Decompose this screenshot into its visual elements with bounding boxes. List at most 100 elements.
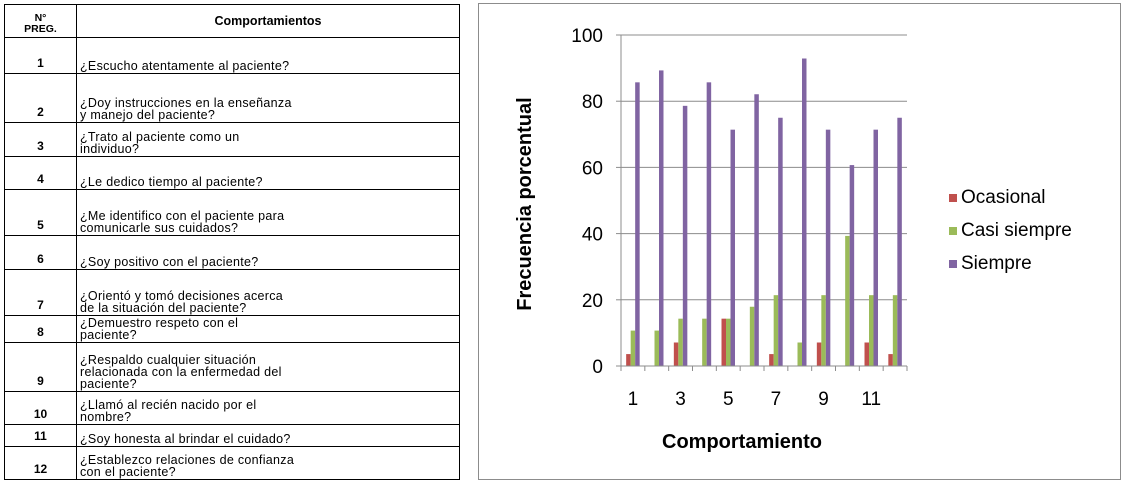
question-number: 6	[4, 235, 77, 270]
question-number: 8	[4, 315, 77, 344]
bar-ocasional	[816, 342, 822, 366]
question-text: ¿Establezco relaciones de confianza con e…	[76, 446, 460, 480]
question-text-line: paciente?	[80, 376, 137, 391]
table-row: 9 ¿Respaldo cualquier situación relacionad…	[4, 342, 460, 392]
question-text-line: ¿Demuestro respeto con el	[80, 316, 239, 331]
bar-siempre	[730, 129, 735, 366]
bar-casi-siempre	[702, 318, 707, 366]
y-tick-label: 100	[571, 26, 603, 47]
y-axis-title: Frecuencia porcentual	[514, 97, 536, 310]
question-text: ¿Soy positivo con el paciente?	[76, 235, 460, 270]
question-text: ¿Me identifico con el paciente para comun…	[76, 189, 460, 237]
bar-siempre	[754, 94, 759, 367]
x-tick-label: 3	[675, 389, 686, 410]
bar-casi-siempre	[797, 342, 802, 366]
question-text: ¿Trato al paciente como un individuo?	[76, 122, 460, 157]
question-text: ¿Doy instrucciones en la enseñanza y mane…	[76, 72, 460, 124]
bar-siempre	[897, 117, 902, 366]
question-text: ¿Le dedico tiempo al paciente?	[76, 155, 460, 191]
table-row: 11 ¿Soy honesta al brindar el cuidado?	[4, 424, 460, 448]
question-text-line: ¿Establezco relaciones de confianza	[80, 453, 295, 467]
bar-siempre	[802, 58, 807, 366]
bar-casi-siempre	[654, 330, 659, 366]
legend-label: Siempre	[961, 253, 1032, 274]
question-text-line: ¿Me identifico con el paciente para	[80, 209, 285, 224]
table-row: 3 ¿Trato al paciente como un individuo?	[4, 122, 460, 157]
question-text-line: y manejo del paciente?	[80, 108, 216, 123]
chart-panel: 0 20 40 60 80 100 1 3 5 7 9 11 Frecuencia porcentua…	[478, 3, 1121, 480]
table-row: 2 ¿Doy instrucciones en la enseñanza y man…	[4, 72, 460, 124]
question-number: 11	[4, 424, 77, 448]
question-number: 1	[4, 37, 77, 74]
bar-ocasional	[721, 318, 726, 366]
question-text-line: ¿Soy honesta al brindar el cuidado?	[80, 432, 291, 447]
question-text: ¿Demuestro respeto con el paciente?	[76, 315, 460, 344]
legend-label: Ocasional	[961, 187, 1046, 208]
y-tick-label: 40	[582, 225, 603, 246]
question-text-line: ¿Respaldo cualquier situación	[80, 352, 257, 367]
question-number: 10	[4, 390, 77, 426]
legend-label: Casi siempre	[961, 220, 1072, 241]
bar-siempre	[825, 129, 831, 366]
question-number: 9	[4, 342, 77, 392]
question-number: 5	[4, 189, 77, 237]
question-number: 7	[4, 268, 77, 317]
bar-casi-siempre	[869, 295, 874, 366]
bar-siempre	[778, 117, 783, 366]
question-text: ¿Respaldo cualquier situación relacionada…	[76, 342, 460, 392]
question-text-line: de la situación del paciente?	[80, 301, 247, 316]
table-row: 4 ¿Le dedico tiempo al paciente?	[4, 155, 460, 191]
bar-casi-siempre	[845, 235, 850, 366]
bar-siempre	[706, 82, 712, 366]
x-axis-title: Comportamiento	[662, 431, 822, 453]
question-number: 2	[4, 72, 77, 124]
bar-casi-siempre	[726, 318, 731, 366]
bar-ocasional	[626, 354, 631, 366]
question-number: 3	[4, 122, 77, 157]
questions-table: N° PREG. Comportamientos 1 ¿Escucho atent…	[4, 4, 460, 480]
question-text-line: ¿Doy instrucciones en la enseñanza	[80, 96, 292, 111]
question-text-line: con el paciente?	[80, 465, 176, 479]
question-text-line: relacionada con la enfermedad del	[80, 364, 282, 379]
legend-swatch	[949, 227, 957, 235]
question-text: ¿Escucho atentamente al paciente?	[76, 37, 460, 74]
table-row: 10 ¿Llamó al recién nacido por el nombre?	[4, 390, 460, 426]
bar-siempre	[635, 82, 640, 366]
bar-ocasional	[769, 354, 774, 366]
bar-ocasional	[673, 342, 679, 366]
question-text-line: ¿Soy positivo con el paciente?	[80, 255, 259, 269]
question-text: ¿Orientó y tomó decisiones acerca de la s…	[76, 268, 460, 317]
question-text-line: nombre?	[80, 410, 132, 425]
legend-swatch	[949, 194, 957, 202]
y-tick-label: 0	[592, 357, 603, 378]
bar-casi-siempre	[773, 295, 779, 366]
bar-casi-siempre	[749, 306, 755, 366]
question-number: 4	[4, 155, 77, 191]
header-behaviors: Comportamientos	[76, 4, 460, 38]
bar-casi-siempre	[892, 295, 898, 366]
bar-siempre	[659, 70, 664, 367]
bar-siempre	[873, 129, 878, 366]
legend: Ocasional Casi siempre Siempre	[949, 187, 1072, 274]
table-row: 7 ¿Orientó y tomó decisiones acerca de la …	[4, 268, 460, 317]
bar-ocasional	[864, 342, 869, 366]
question-text-line: individuo?	[80, 141, 140, 156]
bar-casi-siempre	[678, 318, 683, 366]
y-tick-label: 20	[582, 291, 603, 312]
legend-swatch	[949, 260, 957, 268]
x-tick-label: 9	[818, 389, 829, 410]
header-question-number: N° PREG.	[4, 4, 77, 38]
axes: 0 20 40 60 80 100 1 3 5 7 9 11	[571, 26, 908, 410]
table-row: 1 ¿Escucho atentamente al paciente?	[4, 37, 460, 74]
table-row: 8 ¿Demuestro respeto con el paciente?	[4, 315, 460, 344]
bar-chart: 0 20 40 60 80 100 1 3 5 7 9 11 Frecuencia porcentua…	[514, 26, 1072, 453]
bars	[626, 58, 902, 367]
bar-casi-siempre	[821, 295, 826, 366]
table-row: 6 ¿Soy positivo con el paciente?	[4, 235, 460, 270]
bar-ocasional	[888, 354, 893, 366]
question-text: ¿Soy honesta al brindar el cuidado?	[76, 424, 460, 448]
grid-lines	[621, 34, 907, 301]
x-tick-label: 1	[628, 389, 639, 410]
bar-siempre	[682, 105, 688, 367]
y-tick-label: 80	[582, 92, 603, 113]
